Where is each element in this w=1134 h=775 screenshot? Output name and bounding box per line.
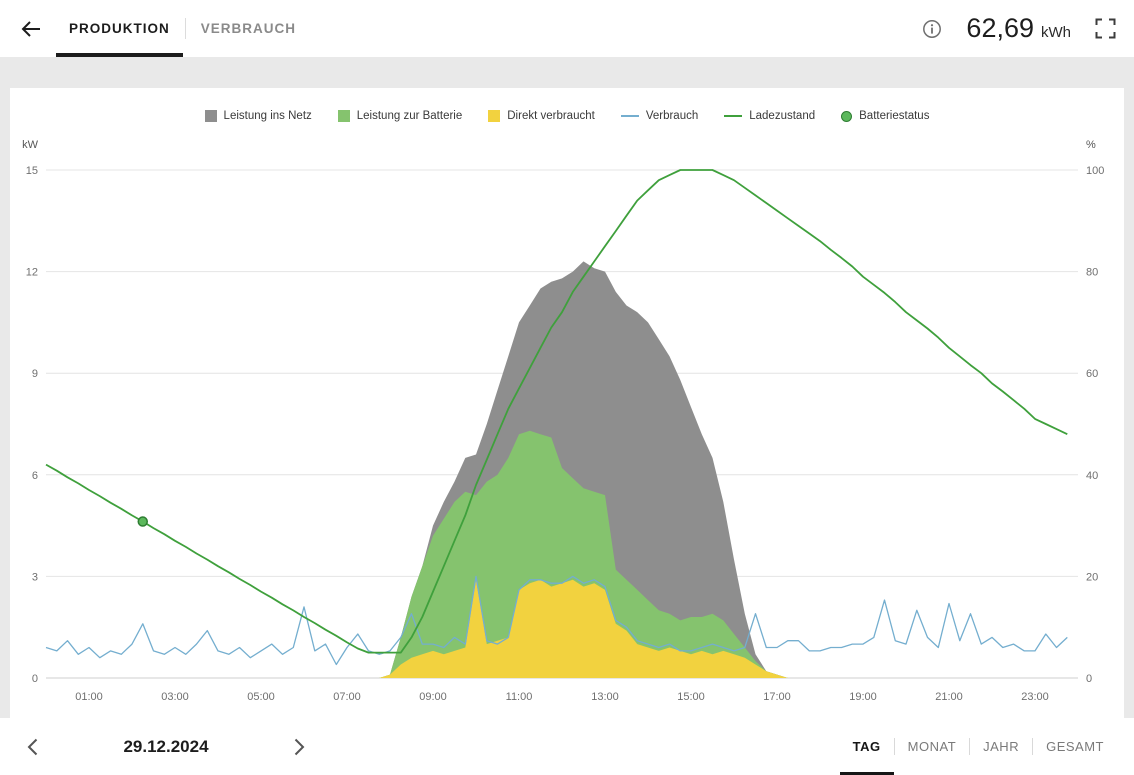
y-left-tick-label: 9 <box>32 368 38 380</box>
x-tick-label: 21:00 <box>935 691 963 703</box>
line-verbrauch <box>45 575 1068 666</box>
x-tick-label: 19:00 <box>849 691 877 703</box>
total-energy: 62,69 kWh <box>966 13 1071 44</box>
fullscreen-icon <box>1095 18 1116 39</box>
date-navigation: 29.12.2024 <box>12 718 320 775</box>
range-tab-separator <box>893 738 895 755</box>
legend-label: Direkt verbraucht <box>507 110 595 122</box>
header-tabs: PRODUKTION VERBRAUCH <box>56 0 309 57</box>
range-tab-separator <box>1032 738 1034 755</box>
tab-gesamt[interactable]: GESAMT <box>1046 739 1104 754</box>
legend-item-direkt-verbraucht[interactable]: Direkt verbraucht <box>488 110 595 122</box>
tab-separator <box>184 18 186 39</box>
legend-swatch-leistung-ins-netz-icon <box>204 110 217 122</box>
x-tick-label: 17:00 <box>763 691 791 703</box>
y-right-tick-label: 20 <box>1086 571 1098 583</box>
tab-tag[interactable]: TAG <box>839 718 894 775</box>
energy-chart: 0 3 6 9 12 15 0 20 40 60 80 100 kW % 01:00 03:00 05:00 07… <box>22 139 1104 703</box>
line-ladezustand <box>45 169 1068 654</box>
y-right-unit-label: % <box>1086 139 1096 151</box>
area-leistung-zur-batterie <box>46 430 1068 678</box>
tab-produktion[interactable]: PRODUKTION <box>56 0 183 57</box>
legend-label: Leistung ins Netz <box>223 110 312 122</box>
chevron-right-icon <box>294 738 305 755</box>
next-day-button[interactable] <box>276 718 320 775</box>
tab-jahr[interactable]: JAHR <box>983 739 1020 754</box>
legend-item-leistung-ins-netz[interactable]: Leistung ins Netz <box>204 110 312 122</box>
chart-legend: Leistung ins Netz Leistung zur Batterie Di… <box>10 88 1124 128</box>
y-left-tick-label: 12 <box>26 267 38 279</box>
total-energy-unit: kWh <box>1041 24 1071 41</box>
y-left-tick-label: 15 <box>26 165 38 177</box>
info-button[interactable] <box>922 19 942 39</box>
chart-card: Leistung ins Netz Leistung zur Batterie Di… <box>10 88 1124 718</box>
x-tick-label: 03:00 <box>161 691 189 703</box>
y-left-tick-label: 3 <box>32 571 38 583</box>
y-right-tick-label: 0 <box>1086 673 1092 685</box>
range-tab-separator <box>969 738 971 755</box>
range-tabs: TAG MONAT JAHR GESAMT <box>839 718 1117 775</box>
top-bar: PRODUKTION VERBRAUCH 62,69 kWh <box>0 0 1134 57</box>
x-tick-label: 01:00 <box>75 691 103 703</box>
info-icon <box>923 19 942 38</box>
previous-day-button[interactable] <box>12 718 56 775</box>
y-left-unit-label: kW <box>22 139 39 151</box>
y-right-tick-label: 100 <box>1086 165 1104 177</box>
x-tick-label: 05:00 <box>247 691 275 703</box>
header-right: 62,69 kWh <box>922 0 1116 57</box>
battery-status-marker <box>137 516 148 527</box>
y-left-tick-label: 6 <box>32 470 38 482</box>
legend-item-ladezustand[interactable]: Ladezustand <box>724 110 815 122</box>
legend-item-batteriestatus[interactable]: Batteriestatus <box>841 110 929 122</box>
y-right-tick-label: 60 <box>1086 368 1098 380</box>
total-energy-value: 62,69 <box>966 13 1034 43</box>
legend-swatch-verbrauch-icon <box>620 115 639 117</box>
tab-verbrauch[interactable]: VERBRAUCH <box>200 21 297 36</box>
legend-label: Leistung zur Batterie <box>356 110 463 122</box>
tab-monat[interactable]: MONAT <box>907 739 957 754</box>
date-display[interactable]: 29.12.2024 <box>123 736 209 756</box>
x-tick-label: 23:00 <box>1021 691 1049 703</box>
y-left-tick-label: 0 <box>32 673 38 685</box>
fullscreen-button[interactable] <box>1095 18 1116 39</box>
legend-label: Ladezustand <box>749 110 816 122</box>
y-right-tick-label: 40 <box>1086 470 1098 482</box>
y-right-tick-label: 80 <box>1086 267 1098 279</box>
chevron-left-icon <box>27 738 38 755</box>
x-tick-label: 07:00 <box>333 691 361 703</box>
back-arrow-icon <box>21 20 40 37</box>
x-tick-label: 13:00 <box>591 691 619 703</box>
legend-swatch-direkt-verbraucht-icon <box>488 110 501 122</box>
x-tick-label: 15:00 <box>677 691 705 703</box>
legend-swatch-batteriestatus-icon <box>841 110 853 122</box>
legend-label: Batteriestatus <box>859 110 930 122</box>
bottom-bar: 29.12.2024 TAG MONAT JAHR GESAMT <box>0 718 1134 775</box>
area-direkt-verbraucht <box>46 579 1068 678</box>
x-tick-label: 09:00 <box>419 691 447 703</box>
legend-item-verbrauch[interactable]: Verbrauch <box>620 110 699 122</box>
legend-item-leistung-zur-batterie[interactable]: Leistung zur Batterie <box>337 110 463 122</box>
legend-swatch-ladezustand-icon <box>724 115 743 117</box>
back-button[interactable] <box>10 0 52 57</box>
legend-swatch-leistung-zur-batterie-icon <box>337 110 350 122</box>
legend-label: Verbrauch <box>645 110 699 122</box>
x-tick-label: 11:00 <box>506 691 533 703</box>
